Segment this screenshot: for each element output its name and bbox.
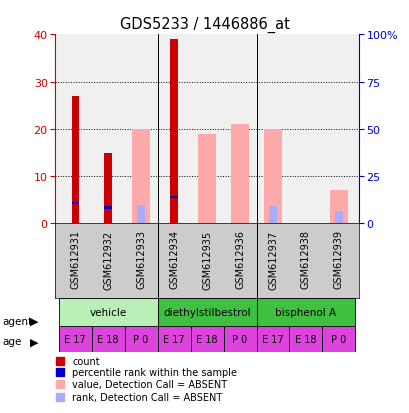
Bar [329, 191, 347, 224]
Bar [58, 298, 157, 326]
Text: age: age [2, 337, 21, 347]
Text: E 18: E 18 [294, 334, 316, 344]
Bar [335, 212, 342, 224]
Text: vehicle: vehicle [89, 307, 126, 317]
Bar [104, 207, 112, 209]
Text: percentile rank within the sample: percentile rank within the sample [72, 367, 236, 377]
Text: E 18: E 18 [97, 334, 119, 344]
Bar [269, 206, 276, 224]
Bar [263, 130, 281, 224]
Bar [104, 153, 112, 224]
Text: rank, Detection Call = ABSENT: rank, Detection Call = ABSENT [72, 392, 222, 401]
Bar [124, 326, 157, 352]
Text: P 0: P 0 [330, 334, 346, 344]
Bar [157, 298, 256, 326]
Bar [170, 40, 177, 224]
Bar [91, 326, 124, 352]
Text: GSM612935: GSM612935 [202, 230, 211, 289]
Text: E 17: E 17 [261, 334, 283, 344]
Bar [322, 326, 355, 352]
Bar [170, 196, 177, 199]
Bar [190, 326, 223, 352]
Bar [198, 134, 216, 224]
Text: P 0: P 0 [232, 334, 247, 344]
Bar [157, 326, 190, 352]
Bar [289, 326, 322, 352]
Text: GSM612931: GSM612931 [70, 230, 80, 289]
Bar [230, 125, 249, 224]
Text: E 17: E 17 [64, 334, 86, 344]
Text: bisphenol A: bisphenol A [275, 307, 336, 317]
Text: ▶: ▶ [30, 316, 38, 326]
Text: P 0: P 0 [133, 334, 148, 344]
Text: GSM612939: GSM612939 [333, 230, 343, 289]
Bar [256, 326, 289, 352]
Text: value, Detection Call = ABSENT: value, Detection Call = ABSENT [72, 380, 227, 389]
Text: E 17: E 17 [163, 334, 184, 344]
Bar [132, 130, 150, 224]
Text: GSM612938: GSM612938 [300, 230, 310, 289]
Text: GSM612936: GSM612936 [234, 230, 245, 289]
Bar [58, 326, 91, 352]
Text: GSM612932: GSM612932 [103, 230, 113, 289]
Bar [71, 202, 79, 204]
Text: GSM612937: GSM612937 [267, 230, 277, 289]
Bar [137, 205, 144, 224]
Text: diethylstilbestrol: diethylstilbestrol [163, 307, 250, 317]
Text: GSM612933: GSM612933 [136, 230, 146, 289]
Bar [71, 97, 79, 224]
Text: GSM612934: GSM612934 [169, 230, 179, 289]
Bar [256, 298, 355, 326]
Bar [223, 326, 256, 352]
Text: GDS5233 / 1446886_at: GDS5233 / 1446886_at [120, 17, 289, 33]
Text: E 18: E 18 [196, 334, 217, 344]
Text: count: count [72, 356, 99, 366]
Text: agent: agent [2, 316, 32, 326]
Text: ▶: ▶ [30, 337, 38, 347]
